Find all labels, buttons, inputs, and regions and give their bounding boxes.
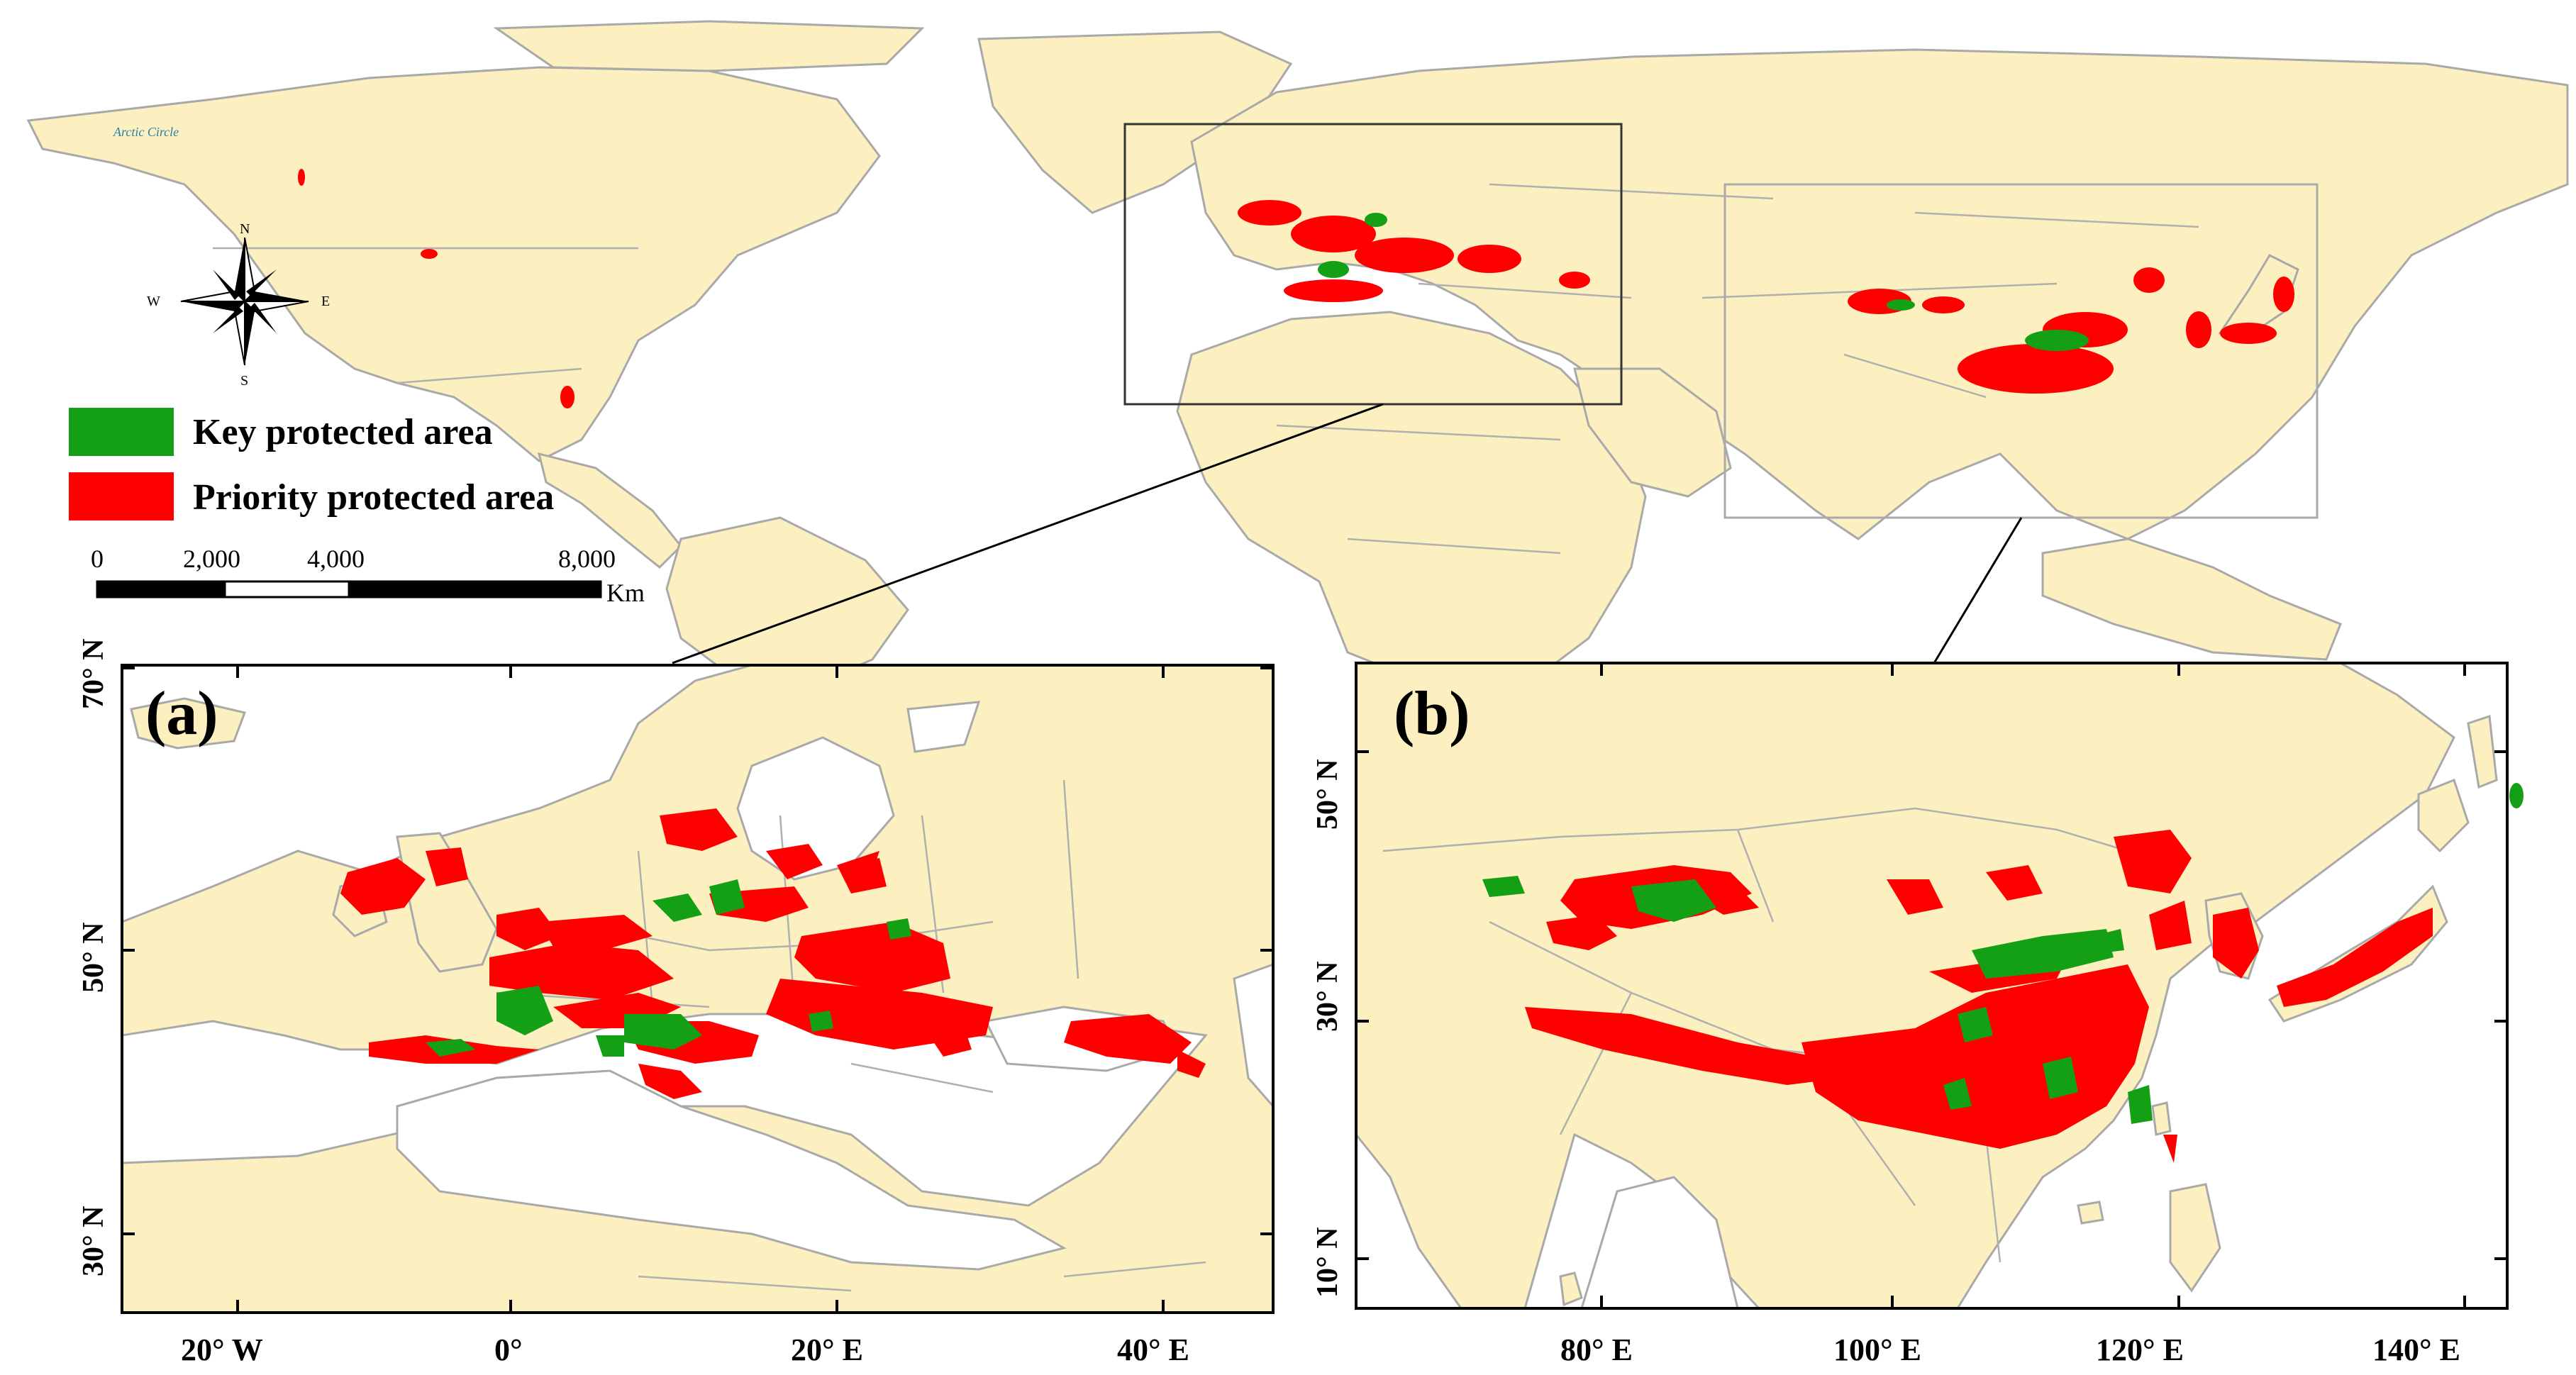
panel-b-lon-120e: 120° E <box>2096 1332 2184 1367</box>
legend-label-key: Key protected area <box>193 412 493 452</box>
legend: Key protected area Priority protected ar… <box>69 408 554 521</box>
africa-landmass <box>1176 311 1647 682</box>
panel-b-label: (b) <box>1394 679 1470 748</box>
legend-label-priority: Priority protected area <box>193 477 554 518</box>
panel-a-lon-20w: 20° W <box>181 1332 263 1367</box>
panel-b-lon-100e: 100° E <box>1833 1332 1921 1367</box>
panel-b-frame <box>1355 662 2509 1310</box>
panel-b-asia-map: (b) 50° N 30° N 10° N 80° E 100° E 120° … <box>1311 662 2509 1367</box>
southeast-asia-islands <box>2041 538 2342 661</box>
arctic-islands-landmass <box>493 20 925 72</box>
scale-tick-8000: 8,000 <box>558 545 616 573</box>
legend-swatch-priority <box>69 472 174 521</box>
scale-tick-0: 0 <box>91 545 104 573</box>
compass-n-label: N <box>240 221 250 237</box>
europe-inset-box <box>1123 123 1623 406</box>
scale-tick-2000: 2,000 <box>183 545 240 573</box>
panel-a-frame <box>121 664 1275 1314</box>
arabia-landmass <box>1573 367 1732 498</box>
world-map: Arctic Circle <box>26 20 2569 682</box>
panel-a-ticks <box>122 665 1273 1313</box>
compass-e-label: E <box>321 294 330 309</box>
panel-a-lat-30: 30° N <box>77 1206 110 1276</box>
panel-a-lon-0: 0° <box>494 1332 523 1367</box>
arctic-circle-label: Arctic Circle <box>113 125 179 139</box>
north-arrow-compass: N S E W <box>147 221 330 389</box>
panel-b-lat-30: 30° N <box>1311 961 1344 1032</box>
scale-tick-4000: 4,000 <box>307 545 365 573</box>
central-america-landmass <box>537 452 683 569</box>
world-protected-areas <box>298 169 2294 408</box>
panel-a-label: (a) <box>145 679 218 748</box>
panel-b-lon-80e: 80° E <box>1560 1332 1633 1367</box>
panel-b-lat-10: 10° N <box>1311 1227 1344 1298</box>
panel-a-europe-map: (a) 70° N 50° N 30° N 20° W 0° 20° E 40°… <box>77 638 1275 1367</box>
panel-a-lat-50: 50° N <box>77 922 110 993</box>
panel-a-lon-20e: 20° E <box>791 1332 863 1367</box>
panel-a-lat-70: 70° N <box>77 638 110 709</box>
connector-line-b <box>1933 517 2023 664</box>
south-america-landmass <box>665 516 909 682</box>
panel-b-lon-140e: 140° E <box>2372 1332 2460 1367</box>
legend-swatch-key <box>69 408 174 456</box>
compass-s-label: S <box>240 373 248 389</box>
compass-w-label: W <box>147 294 160 309</box>
panel-b-lat-50: 50° N <box>1311 759 1344 830</box>
panel-b-ticks <box>1356 663 2507 1308</box>
scale-unit-label: Km <box>606 579 645 607</box>
panel-a-lon-40e: 40° E <box>1117 1332 1189 1367</box>
connector-line-a <box>672 403 1384 664</box>
scale-bar: 0 2,000 4,000 8,000 Km <box>91 545 645 607</box>
greenland-landmass <box>977 30 1293 214</box>
